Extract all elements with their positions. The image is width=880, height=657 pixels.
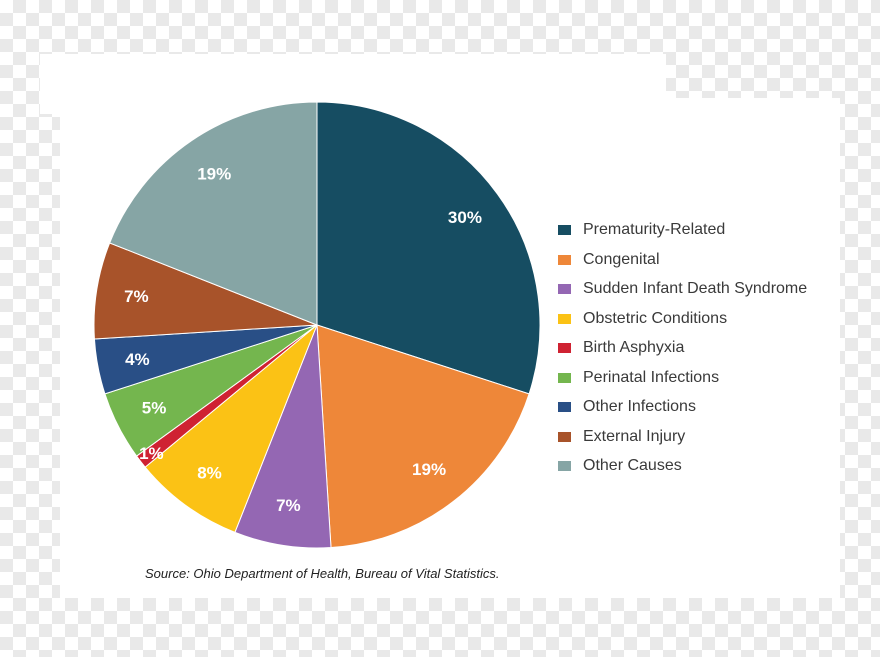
pie-slice-other-causes	[109, 101, 318, 326]
legend-swatch	[558, 225, 571, 235]
legend-item-other-causes: Other Causes	[558, 454, 858, 484]
slice-value-label: 19%	[412, 460, 446, 479]
legend-label: Sudden Infant Death Syndrome	[583, 280, 808, 297]
pie-slice-obstetric-conditions	[144, 324, 318, 533]
slice-value-label: 5%	[142, 399, 167, 418]
legend-label: Birth Asphyxia	[583, 339, 685, 356]
legend-label: Congenital	[583, 250, 660, 268]
legend-item-prematurity-related: Prematurity-Related	[558, 218, 858, 248]
legend-label: Other Causes	[583, 457, 682, 474]
pie-labels: 30% 19% 7% 8% 1% 5% 4% 7% 19%	[124, 164, 482, 515]
legend-item-congenital: Congenital	[558, 248, 858, 278]
legend-swatch	[558, 372, 571, 383]
legend-label: Other Infections	[583, 398, 696, 415]
legend-label: Prematurity-Related	[583, 221, 726, 238]
legend-swatch	[558, 402, 571, 412]
legend-item-obstetric-conditions: Obstetric Conditions	[558, 307, 858, 337]
slice-value-label: 7%	[124, 287, 149, 306]
source-note: Source: Ohio Department of Health, Burea…	[145, 566, 500, 581]
slice-value-label: 19%	[197, 164, 231, 183]
slice-value-label: 1%	[139, 444, 164, 463]
pie-slice-congenital	[316, 324, 530, 549]
legend-label: External Injury	[583, 427, 686, 445]
legend-swatch	[558, 461, 571, 471]
legend-item-perinatal-infections: Perinatal Infections	[558, 366, 858, 396]
pie-slices	[93, 101, 541, 549]
legend-swatch	[558, 343, 571, 353]
slice-value-label: 8%	[197, 463, 222, 482]
legend-item-external-injury: External Injury	[558, 425, 858, 455]
legend-swatch	[558, 254, 571, 265]
legend: Prematurity-Related Congenital Sudden Infa…	[558, 218, 858, 484]
legend-item-sudden-infant-death-syndrome: Sudden Infant Death Syndrome	[558, 277, 858, 307]
legend-label: Obstetric Conditions	[583, 309, 728, 327]
legend-swatch	[558, 313, 571, 324]
slice-value-label: 4%	[125, 350, 150, 369]
slice-value-label: 30%	[448, 208, 482, 227]
legend-item-birth-asphyxia: Birth Asphyxia	[558, 336, 858, 366]
legend-swatch	[558, 284, 571, 294]
legend-label: Perinatal Infections	[583, 368, 720, 386]
slice-value-label: 7%	[276, 496, 301, 515]
legend-swatch	[558, 431, 571, 442]
legend-item-other-infections: Other Infections	[558, 395, 858, 425]
pie-slice-prematurity-related	[316, 101, 541, 395]
